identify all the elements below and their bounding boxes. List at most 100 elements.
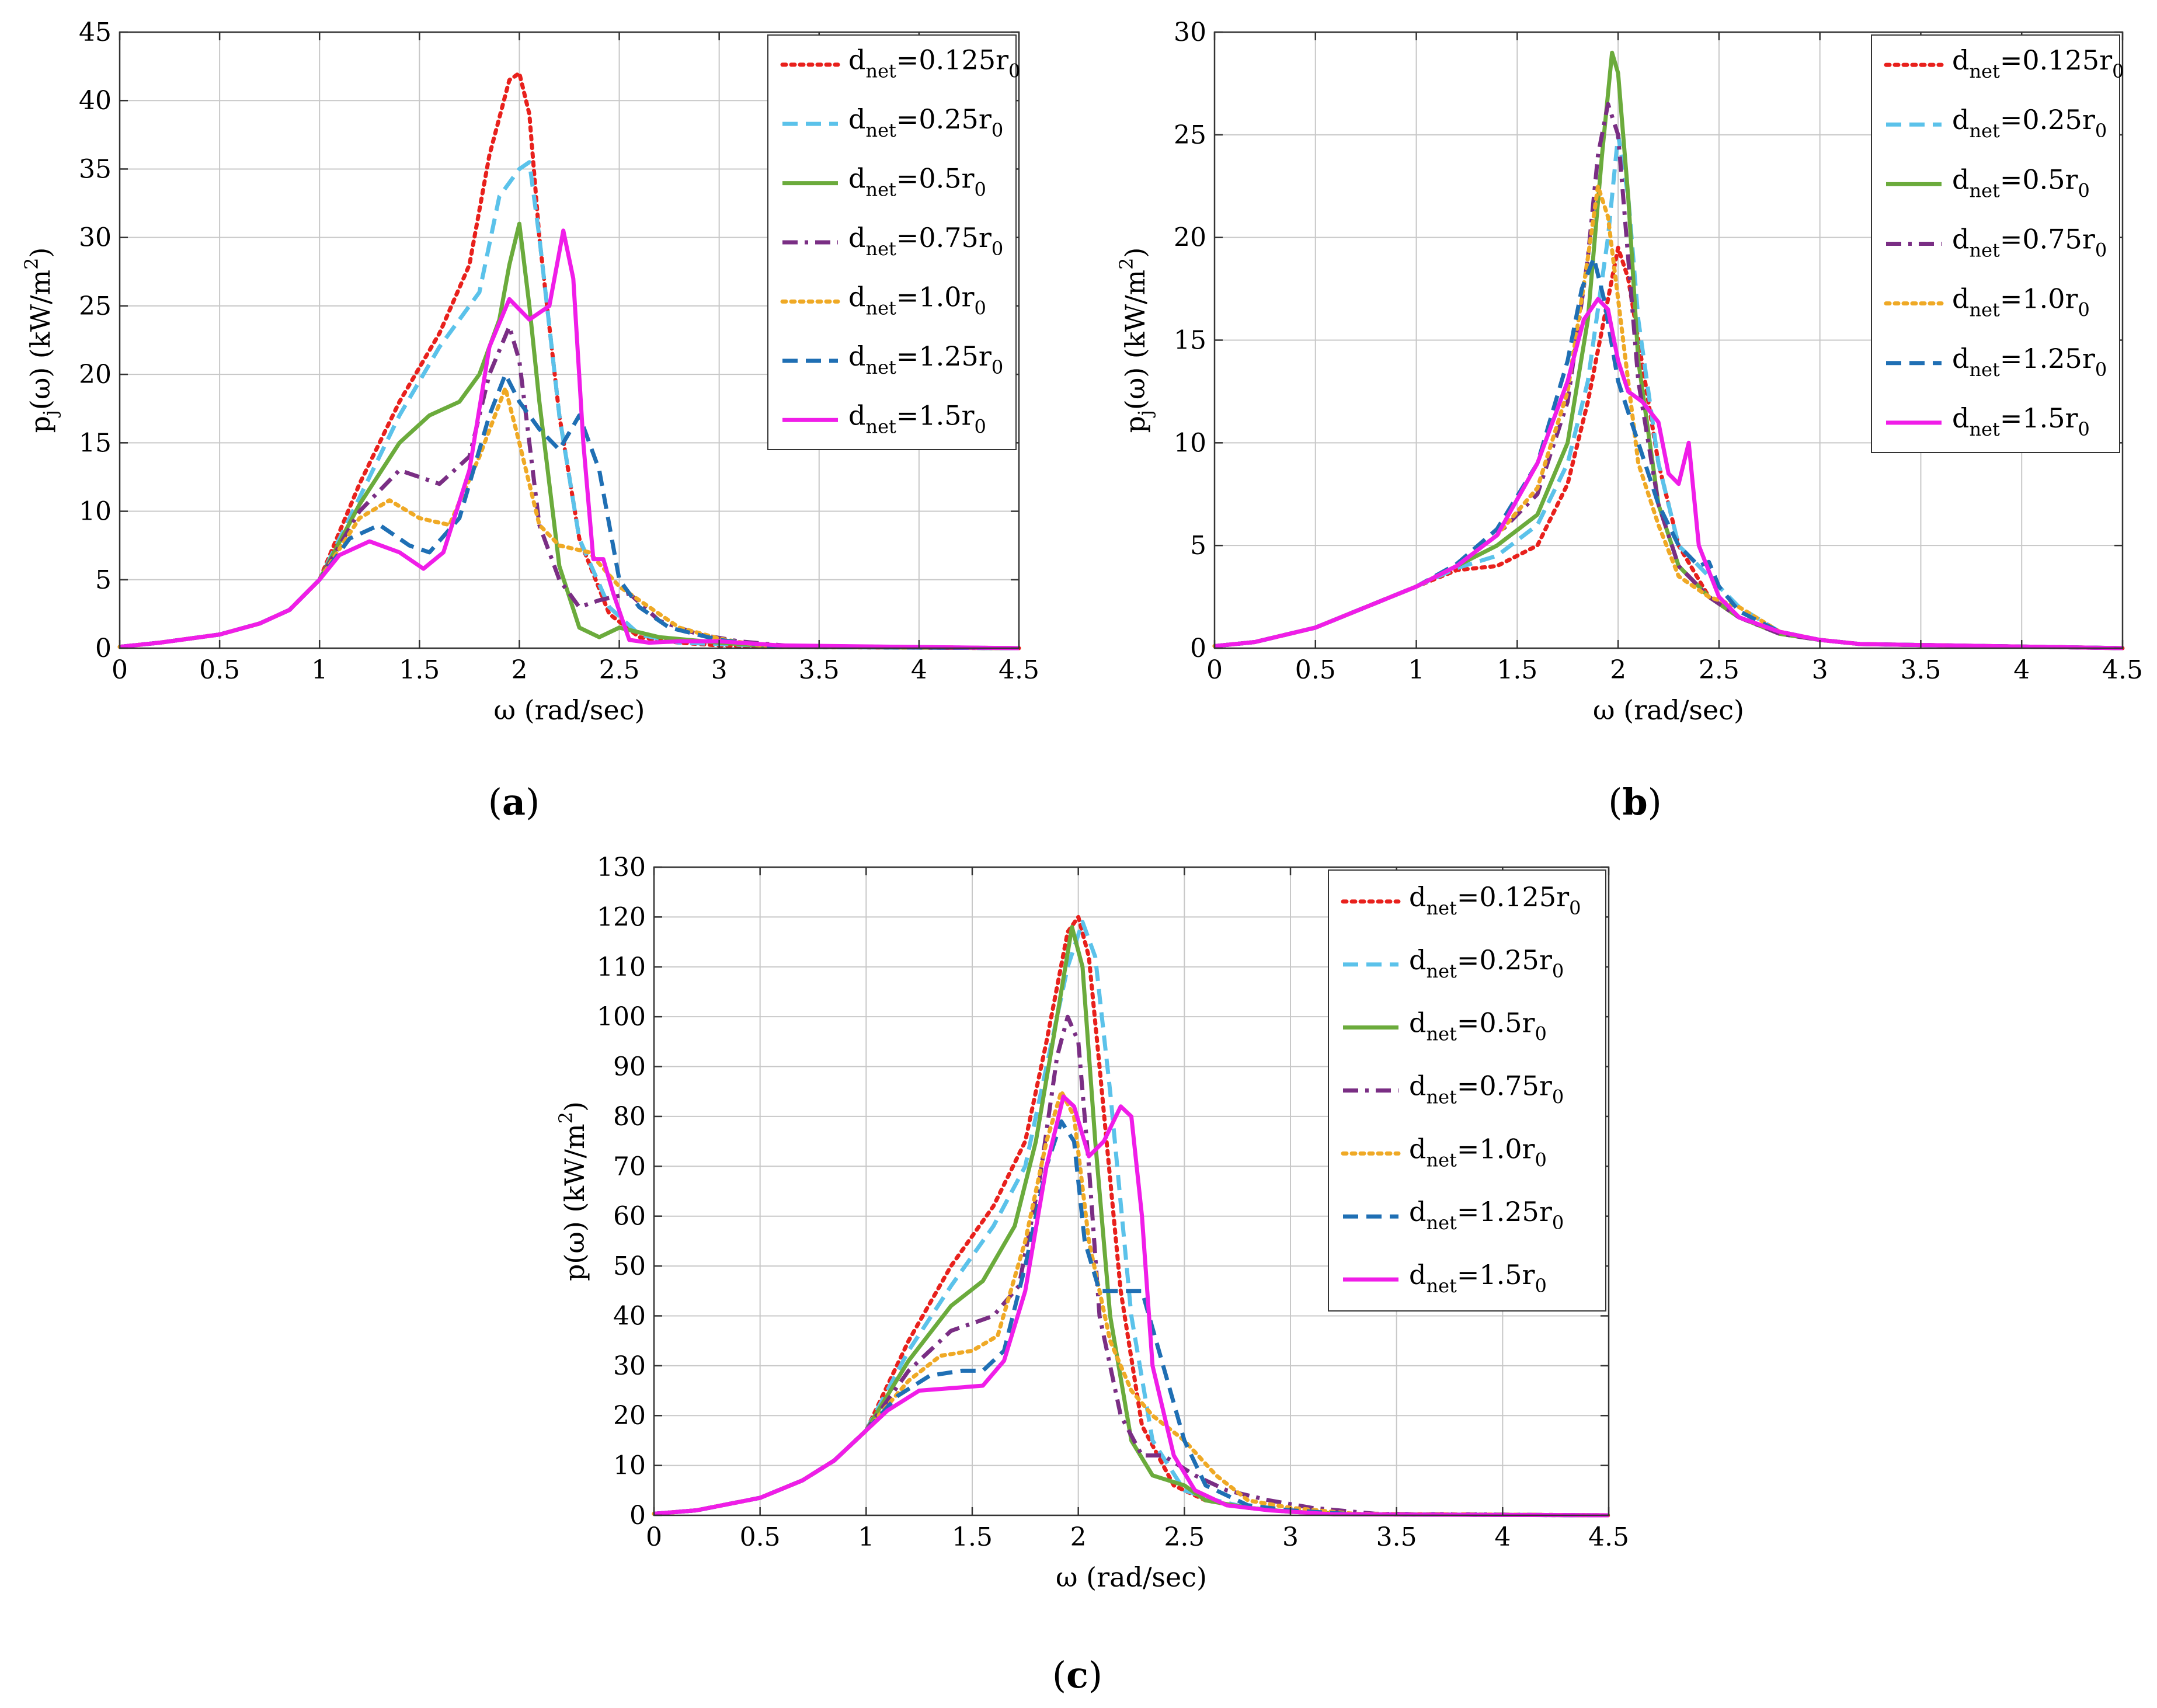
x-tick-label: 0.5 [740,1522,781,1552]
x-tick-label: 4.5 [999,655,1039,685]
x-tick-label: 2.5 [1699,655,1739,685]
y-tick-label: 130 [597,853,646,882]
series-line-7 [653,1094,1609,1518]
chart-panel-b: 0 0.5 1 1.5 2 2.5 3 3.5 4 4.5 0 5 10 15 20 25 30 ω (rad/s… [1115,18,2143,726]
legend-label-2: dnet=0.25r0 [1409,944,1564,982]
x-axis-label: ω (rad/sec) [1056,1561,1207,1593]
legend-label-4: dnet=0.75r0 [1952,224,2107,262]
legend: dnet=0.125r0 dnet=0.25r0 dnet=0.5r0 dnet=0.… [767,34,1020,450]
y-tick-label: 90 [613,1052,646,1082]
chart-panel-c: 0 0.5 1 1.5 2 2.5 3 3.5 4 4.5 0 10 20 30 40 50 60 70 80 90 1… [555,853,1629,1593]
y-axis-label: p(ω) (kW/m2) [555,1101,590,1281]
x-tick-label: 1 [311,655,328,685]
series-line-6 [1214,256,2123,650]
x-tick-label: 0.5 [199,655,240,685]
legend-box [1871,34,2120,453]
legend: dnet=0.125r0 dnet=0.25r0 dnet=0.5r0 dnet=0.… [1871,34,2124,453]
y-tick-label: 45 [79,18,112,47]
series-line-7 [119,228,1020,650]
y-tick-label: 0 [95,634,112,663]
legend-label-6: dnet=1.25r0 [1952,343,2107,381]
legend-label-5: dnet=1.0r0 [1952,283,2090,321]
series-line-4 [653,1014,1609,1518]
y-tick-label: 5 [1190,531,1206,561]
y-tick-label: 25 [79,291,112,321]
y-tick-label: 30 [613,1351,646,1381]
x-tick-label: 4 [1494,1522,1511,1552]
legend: dnet=0.125r0 dnet=0.25r0 dnet=0.5r0 dnet=0.… [1328,869,1606,1312]
legend-label-7: dnet=1.5r0 [848,399,986,437]
x-tick-label: 4 [911,655,927,685]
y-tick-label: 30 [1174,18,1206,47]
x-tick-label: 0.5 [1295,655,1336,685]
y-tick-label: 35 [79,154,112,184]
legend-label-2: dnet=0.25r0 [848,103,1003,141]
y-tick-label: 110 [597,952,646,982]
y-tick-label: 10 [613,1451,646,1481]
x-tick-label: 3 [1812,655,1828,685]
legend-label-1: dnet=0.125r0 [1952,44,2124,82]
legend-label-5: dnet=1.0r0 [1409,1133,1547,1171]
x-axis-label: ω (rad/sec) [1593,694,1744,726]
y-tick-label: 15 [79,428,112,458]
y-tick-label: 0 [1190,634,1206,663]
x-tick-label: 3 [1282,1522,1299,1552]
legend-label-5: dnet=1.0r0 [848,281,986,319]
chart-panel-a: 0 0.5 1 1.5 2 2.5 3 3.5 4 4.5 0 5 10 15 20 25 30 35 40 45 ω … [20,18,1039,726]
legend-label-6: dnet=1.25r0 [848,340,1003,378]
legend-box [1328,869,1606,1312]
y-tick-label: 20 [1174,223,1206,253]
legend-label-2: dnet=0.25r0 [1952,104,2107,142]
plot-frame [653,866,1610,1516]
x-tick-label: 1.5 [399,655,440,685]
x-tick-label: 4.5 [2102,655,2143,685]
x-tick-label: 4.5 [1588,1522,1629,1552]
x-axis-label: ω (rad/sec) [494,694,645,726]
legend-label-6: dnet=1.25r0 [1409,1196,1564,1234]
x-tick-label: 1.5 [1497,655,1537,685]
y-tick-label: 20 [613,1401,646,1431]
x-tick-label: 0 [112,655,128,685]
y-tick-label: 60 [613,1202,646,1232]
legend-label-7: dnet=1.5r0 [1952,402,2090,440]
x-tick-label: 2 [1610,655,1626,685]
x-tick-label: 0 [1206,655,1223,685]
legend-label-1: dnet=0.125r0 [848,44,1020,82]
y-tick-label: 40 [613,1301,646,1331]
x-tick-label: 1.5 [952,1522,993,1552]
legend-label-7: dnet=1.5r0 [1409,1259,1547,1297]
x-tick-label: 3.5 [1376,1522,1417,1552]
x-tick-label: 3 [711,655,728,685]
panel-label-c: (c) [1052,1654,1102,1696]
y-tick-label: 0 [629,1501,646,1530]
x-tick-label: 2 [511,655,527,685]
x-tick-label: 0 [646,1522,662,1552]
y-tick-label: 10 [79,497,112,527]
legend-box [767,34,1017,450]
legend-label-4: dnet=0.75r0 [1409,1070,1564,1108]
legend-label-3: dnet=0.5r0 [1952,164,2090,201]
y-tick-label: 120 [597,902,646,932]
series-line-7 [1214,297,2123,650]
legend-label-3: dnet=0.5r0 [1409,1007,1547,1045]
plot-frame [119,31,1020,649]
y-tick-label: 40 [79,86,112,116]
y-axis-label: pj(ω) (kW/m2) [1115,248,1156,433]
panel-label-b: (b) [1608,781,1662,823]
legend-label-4: dnet=0.75r0 [848,222,1003,260]
x-tick-label: 2 [1070,1522,1087,1552]
x-tick-label: 2.5 [1164,1522,1205,1552]
y-tick-label: 10 [1174,428,1206,458]
y-tick-label: 20 [79,360,112,389]
y-tick-label: 50 [613,1251,646,1281]
panel-label-a: (a) [488,781,540,823]
y-tick-label: 15 [1174,326,1206,356]
x-tick-label: 3.5 [1900,655,1941,685]
x-tick-label: 2.5 [599,655,640,685]
y-tick-label: 5 [95,565,112,595]
y-tick-label: 100 [597,1002,646,1032]
x-tick-label: 1 [1408,655,1425,685]
y-axis-label: pj(ω) (kW/m2) [20,248,61,433]
legend-label-1: dnet=0.125r0 [1409,881,1581,919]
